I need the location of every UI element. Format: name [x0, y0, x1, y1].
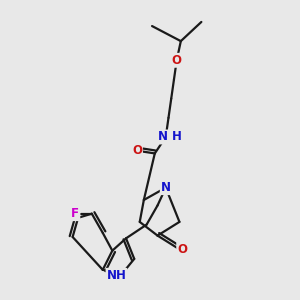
- Text: F: F: [71, 207, 80, 220]
- Text: O: O: [132, 144, 142, 157]
- Text: N: N: [161, 181, 171, 194]
- Text: NH: NH: [106, 269, 126, 282]
- Text: O: O: [172, 54, 182, 67]
- Text: N: N: [158, 130, 168, 143]
- Text: O: O: [177, 243, 187, 256]
- Text: H: H: [172, 130, 182, 143]
